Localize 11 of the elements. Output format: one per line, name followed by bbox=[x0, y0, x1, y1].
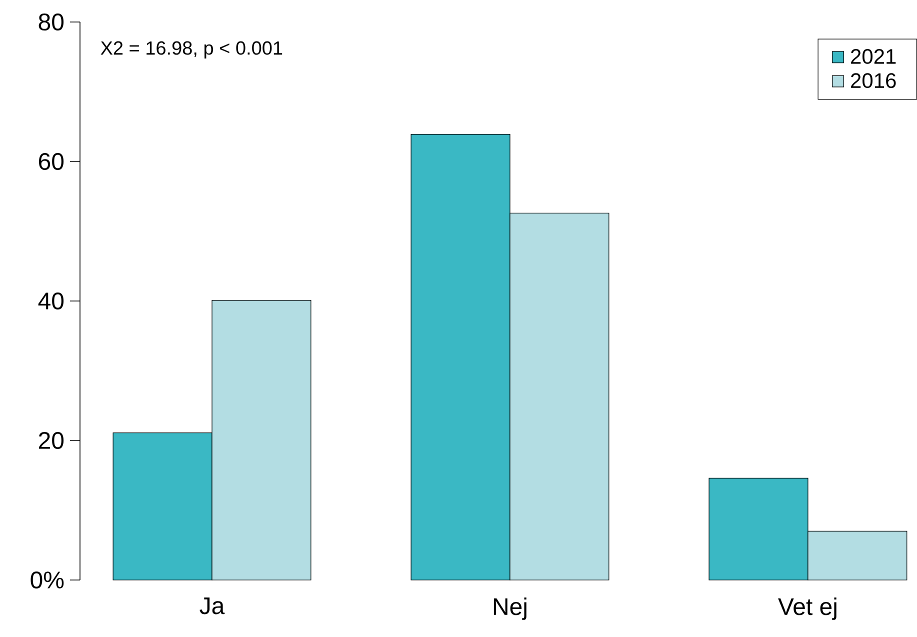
x-tick-label: Nej bbox=[494, 598, 526, 620]
y-tick-label: 0% bbox=[30, 571, 64, 588]
y-tick-label: 20 bbox=[38, 432, 64, 449]
y-tick-label: 60 bbox=[39, 152, 64, 170]
x-tick-label: Ja bbox=[200, 598, 225, 614]
x-tick-label: Vet ej bbox=[778, 598, 836, 620]
annotation: X2 = 16.98, p < 0.001 bbox=[100, 41, 282, 58]
y-tick-label: 40 bbox=[38, 292, 64, 310]
legend-label: 2021 bbox=[851, 49, 896, 64]
y-tick-label: 80 bbox=[38, 13, 64, 30]
legend-label: 2016 bbox=[851, 73, 896, 88]
